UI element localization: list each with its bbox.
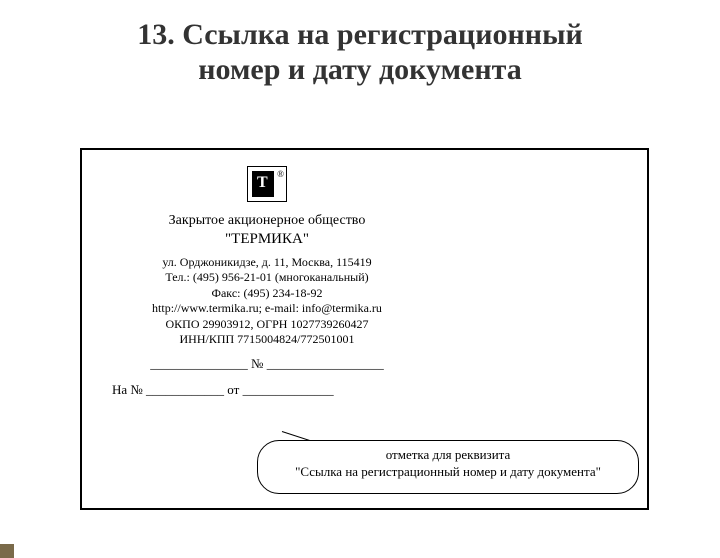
callout-line-2: "Ссылка на регистрационный номер и дату …: [258, 464, 638, 481]
title-line-2: номер и дату документа: [0, 53, 720, 88]
slide-title: 13. Ссылка на регистрационный номер и да…: [0, 18, 720, 87]
document-frame: T ® Закрытое акционерное общество "ТЕРМИ…: [80, 148, 649, 510]
title-line-1: 13. Ссылка на регистрационный: [0, 18, 720, 53]
web-line: http://www.termika.ru; e-mail: info@term…: [102, 301, 432, 317]
phone-line: Тел.: (495) 956-21-01 (многоканальный): [102, 270, 432, 286]
letterhead-block: T ® Закрытое акционерное общество "ТЕРМИ…: [102, 166, 432, 399]
corner-decoration-icon: [0, 544, 14, 558]
outgoing-number-row: _______________ № __________________: [102, 356, 432, 372]
okpo-line: ОКПО 29903912, ОГРН 1027739260427: [102, 317, 432, 333]
company-type: Закрытое акционерное общество: [102, 212, 432, 230]
callout-line-1: отметка для реквизита: [258, 447, 638, 464]
logo-icon: T ®: [247, 166, 287, 202]
reference-number-row: На № ____________ от ______________: [102, 382, 432, 398]
callout-bubble: отметка для реквизита "Ссылка на регистр…: [257, 440, 639, 494]
letterhead-details: ул. Орджоникидзе, д. 11, Москва, 115419 …: [102, 255, 432, 349]
inn-line: ИНН/КПП 7715004824/772501001: [102, 332, 432, 348]
fax-line: Факс: (495) 234-18-92: [102, 286, 432, 302]
company-name: "ТЕРМИКА": [102, 230, 432, 249]
address-line: ул. Орджоникидзе, д. 11, Москва, 115419: [102, 255, 432, 271]
